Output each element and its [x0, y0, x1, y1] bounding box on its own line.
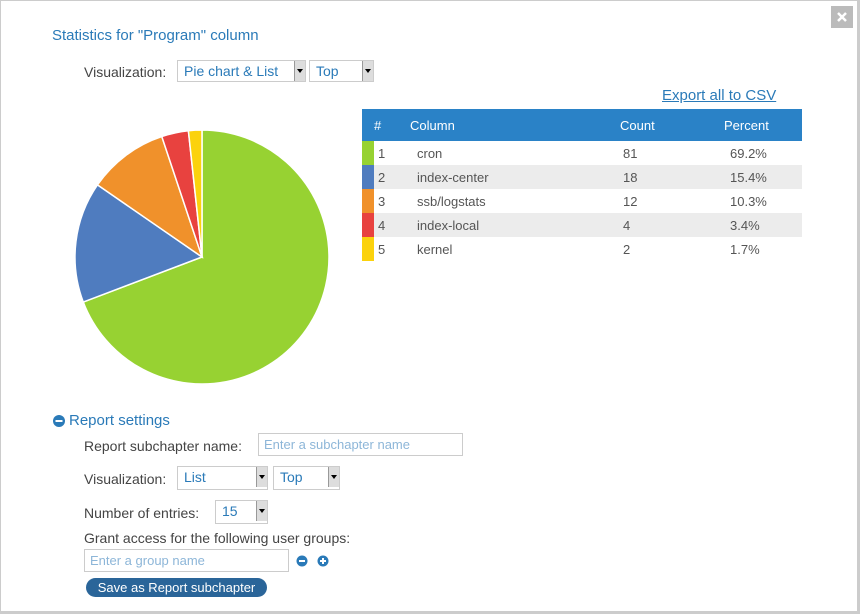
close-button[interactable]: [831, 6, 853, 28]
count: 2: [620, 237, 724, 261]
color-swatch: [362, 141, 374, 165]
count: 12: [620, 189, 724, 213]
rank: 4: [374, 213, 410, 237]
count: 18: [620, 165, 724, 189]
percent: 10.3%: [724, 189, 802, 213]
table-row: 1 cron 81 69.2%: [362, 141, 802, 165]
table-row: 2 index-center 18 15.4%: [362, 165, 802, 189]
count: 81: [620, 141, 724, 165]
color-swatch: [362, 213, 374, 237]
viz-type-select[interactable]: List: [177, 466, 268, 490]
percent: 69.2%: [724, 141, 802, 165]
stats-table: # Column Count Percent 1 cron 81 69.2% 2 index…: [362, 109, 802, 261]
subchapter-label: Report subchapter name:: [84, 438, 242, 454]
rank: 5: [374, 237, 410, 261]
viz-order-select[interactable]: Top: [309, 60, 374, 82]
viz-type: List: [184, 469, 206, 485]
entries-value: 15: [222, 503, 238, 519]
remove-group[interactable]: [296, 555, 308, 567]
close-icon: [837, 12, 847, 22]
rank: 3: [374, 189, 410, 213]
header: #: [374, 109, 410, 141]
pie-slice: [82, 129, 330, 385]
viz-order: Top: [316, 63, 339, 79]
entries-select[interactable]: 15: [215, 500, 268, 524]
viz-order-select[interactable]: Top: [273, 466, 340, 490]
entries-label: Number of entries:: [84, 505, 200, 521]
groups-label: Grant access for the following user grou…: [84, 530, 351, 546]
settings-title: Report settings: [69, 412, 170, 429]
viz-order: Top: [280, 469, 303, 485]
pie-slice: [74, 183, 204, 304]
name: kernel: [410, 237, 620, 261]
viz-label: Visualization:: [84, 471, 167, 487]
color-swatch: [362, 189, 374, 213]
percent: 1.7%: [724, 237, 802, 261]
group-buttons: [296, 555, 329, 567]
table-row: 5 kernel 2 1.7%: [362, 237, 802, 261]
color-swatch: [362, 165, 374, 189]
subchapter-input[interactable]: Enter a subchapter name: [258, 433, 463, 456]
pie-slice: [96, 135, 204, 259]
rank: 2: [374, 165, 410, 189]
export-link[interactable]: Export all to CSV: [662, 87, 777, 104]
name: index-local: [410, 213, 620, 237]
name: index-center: [410, 165, 620, 189]
viz-label: Visualization:: [84, 64, 167, 80]
percent: 15.4%: [724, 165, 802, 189]
table-row: 4 index-local 4 3.4%: [362, 213, 802, 237]
table-row: 3 ssb/logstats 12 10.3%: [362, 189, 802, 213]
header: Percent: [724, 109, 802, 141]
collapse-icon[interactable]: [52, 414, 66, 428]
percent: 3.4%: [724, 213, 802, 237]
rank: 1: [374, 141, 410, 165]
pie-slice: [187, 129, 203, 258]
viz-type: Pie chart & List: [184, 63, 279, 79]
name: ssb/logstats: [410, 189, 620, 213]
count: 4: [620, 213, 724, 237]
color-swatch: [362, 237, 374, 261]
header: Column: [410, 109, 620, 141]
header: Count: [620, 109, 724, 141]
viz-type-select[interactable]: Pie chart & List: [177, 60, 306, 82]
add-group[interactable]: [317, 555, 329, 567]
dialog-title: Statistics for "Program" column: [52, 27, 259, 44]
name: cron: [410, 141, 620, 165]
group-input[interactable]: Enter a group name: [84, 549, 289, 572]
pie-chart: [74, 129, 330, 385]
save-button[interactable]: Save as Report subchapter: [86, 578, 267, 597]
